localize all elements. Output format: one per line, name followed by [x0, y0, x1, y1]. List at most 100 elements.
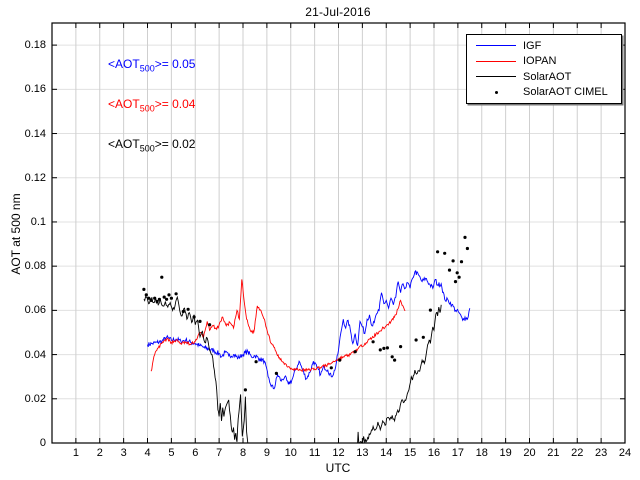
- data-point-solaraot-cimel: [198, 319, 202, 323]
- data-point-solaraot-cimel: [192, 315, 196, 319]
- data-point-solaraot-cimel: [162, 295, 166, 299]
- annotation-text: <AOT: [108, 97, 140, 111]
- y-tick-label: 0.1: [30, 215, 46, 228]
- data-point-solaraot-cimel: [157, 297, 161, 301]
- x-tick-label: 3: [120, 447, 127, 459]
- data-point-solaraot-cimel: [274, 371, 278, 375]
- data-point-solaraot-cimel: [414, 338, 418, 342]
- annotation-text: >= 0.02: [154, 137, 196, 151]
- x-tick-label: 6: [192, 447, 199, 459]
- data-point-solaraot-cimel: [459, 260, 464, 264]
- y-tick-label: 0: [39, 437, 46, 449]
- x-tick-label: 12: [332, 447, 345, 459]
- x-tick-label: 14: [380, 447, 393, 459]
- x-tick-label: 20: [523, 447, 536, 459]
- series-line-solaraot: [357, 304, 442, 444]
- data-point-solaraot-cimel: [443, 251, 447, 255]
- data-point-solaraot-cimel: [378, 348, 382, 352]
- data-point-solaraot-cimel: [160, 275, 164, 279]
- legend-item-solaraot-cimel: SolarAOT CIMEL: [467, 85, 621, 100]
- annotation-mean-aot-iopan: <AOT500>= 0.04: [108, 97, 195, 113]
- x-tick-label: 5: [168, 447, 175, 459]
- data-point-solaraot-cimel: [390, 355, 394, 359]
- data-point-solaraot-cimel: [142, 287, 146, 291]
- data-point-solaraot-cimel: [254, 360, 258, 364]
- data-point-solaraot-cimel: [243, 388, 247, 392]
- data-point-solaraot-cimel: [463, 235, 467, 239]
- data-point-solaraot-cimel: [428, 308, 432, 312]
- legend-label: SolarAOT CIMEL: [523, 86, 608, 99]
- x-tick-label: 8: [239, 447, 247, 459]
- data-point-solaraot-cimel: [149, 298, 153, 302]
- data-point-solaraot-cimel: [371, 340, 375, 344]
- x-axis-label: UTC: [325, 461, 351, 475]
- data-point-solaraot-cimel: [393, 358, 397, 362]
- data-point-solaraot-cimel: [329, 366, 333, 370]
- legend-item-solaraot: SolarAOT: [467, 69, 621, 84]
- data-point-solaraot-cimel: [181, 309, 185, 314]
- data-point-solaraot-cimel: [167, 293, 171, 297]
- x-tick-label: 1: [72, 447, 79, 459]
- legend-line-sample-solaraot: [473, 76, 519, 78]
- annotation-mean-aot-solaraot: <AOT500>= 0.02: [108, 137, 195, 153]
- annotation-text: <AOT: [108, 57, 140, 71]
- chart-title: 21-Jul-2016: [305, 5, 371, 19]
- y-tick-label: 0.08: [24, 260, 46, 273]
- y-tick-label: 0.18: [24, 39, 46, 52]
- y-tick-label: 0.04: [24, 348, 46, 361]
- data-point-solaraot-cimel: [421, 335, 425, 339]
- data-point-solaraot-cimel: [447, 268, 452, 272]
- data-point-solaraot-cimel: [385, 346, 389, 350]
- x-tick-label: 9: [263, 447, 270, 459]
- y-tick-label: 0.02: [24, 392, 46, 405]
- legend-label: SolarAOT: [523, 70, 572, 83]
- x-tick-label: 7: [216, 447, 223, 459]
- x-tick-label: 24: [618, 447, 632, 459]
- data-point-solaraot-cimel: [186, 307, 190, 311]
- y-tick-label: 0.12: [24, 171, 46, 184]
- annotation-mean-aot-igf: <AOT500>= 0.05: [108, 57, 195, 73]
- x-tick-label: 22: [571, 447, 584, 459]
- legend-box: IGF IOPAN SolarAOT SolarAOT CIMEL: [466, 34, 622, 104]
- data-point-solaraot-cimel: [451, 259, 455, 263]
- x-tick-label: 4: [144, 447, 151, 459]
- data-point-solaraot-cimel: [208, 323, 212, 327]
- data-point-solaraot-cimel: [153, 296, 157, 300]
- data-point-solaraot-cimel: [169, 296, 173, 300]
- x-tick-label: 11: [308, 447, 321, 459]
- data-point-solaraot-cimel: [382, 346, 386, 350]
- legend-item-iopan: IOPAN: [467, 54, 621, 69]
- data-point-solaraot-cimel: [436, 250, 440, 254]
- x-tick-label: 17: [451, 447, 464, 459]
- data-point-solaraot-cimel: [155, 299, 159, 304]
- data-point-solaraot-cimel: [455, 271, 459, 275]
- data-point-solaraot-cimel: [338, 358, 342, 362]
- data-point-solaraot-cimel: [453, 280, 458, 284]
- annotation-subscript: 500: [139, 63, 155, 74]
- x-tick-label: 23: [595, 447, 608, 459]
- y-tick-label: 0.06: [24, 304, 46, 317]
- x-tick-label: 19: [499, 447, 512, 459]
- data-point-solaraot-cimel: [399, 345, 403, 349]
- x-tick-label: 18: [475, 447, 488, 459]
- data-point-solaraot-cimel: [174, 292, 178, 296]
- annotation-subscript: 500: [139, 103, 155, 114]
- legend-dot-sample-cimel: [473, 90, 519, 94]
- legend-label: IOPAN: [523, 55, 557, 68]
- x-tick-label: 10: [284, 447, 297, 459]
- annotation-text: <AOT: [108, 137, 140, 151]
- series-line-solaraot: [143, 295, 249, 444]
- y-tick-label: 0.16: [24, 83, 46, 96]
- data-point-solaraot-cimel: [165, 297, 169, 301]
- data-point-solaraot-cimel: [353, 350, 357, 354]
- x-tick-label: 13: [356, 447, 369, 459]
- legend-label: IGF: [523, 39, 542, 52]
- annotation-text: >= 0.05: [154, 57, 196, 71]
- legend-line-sample-iopan: [473, 60, 519, 62]
- series-line-igf: [147, 269, 471, 390]
- annotation-text: >= 0.04: [154, 97, 196, 111]
- x-tick-label: 21: [547, 447, 560, 459]
- legend-item-igf: IGF: [467, 38, 621, 53]
